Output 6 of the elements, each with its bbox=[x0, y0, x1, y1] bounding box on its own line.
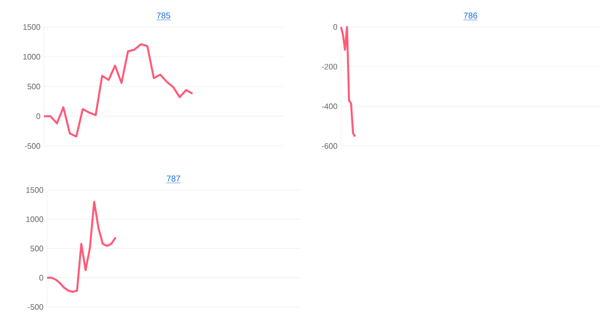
chart-title: 786 bbox=[464, 12, 478, 19]
line-series bbox=[340, 26, 356, 138]
line-series bbox=[43, 43, 194, 138]
line-series bbox=[46, 200, 117, 293]
chart-title: 787 bbox=[166, 176, 180, 182]
chart-title: 785 bbox=[156, 12, 170, 18]
